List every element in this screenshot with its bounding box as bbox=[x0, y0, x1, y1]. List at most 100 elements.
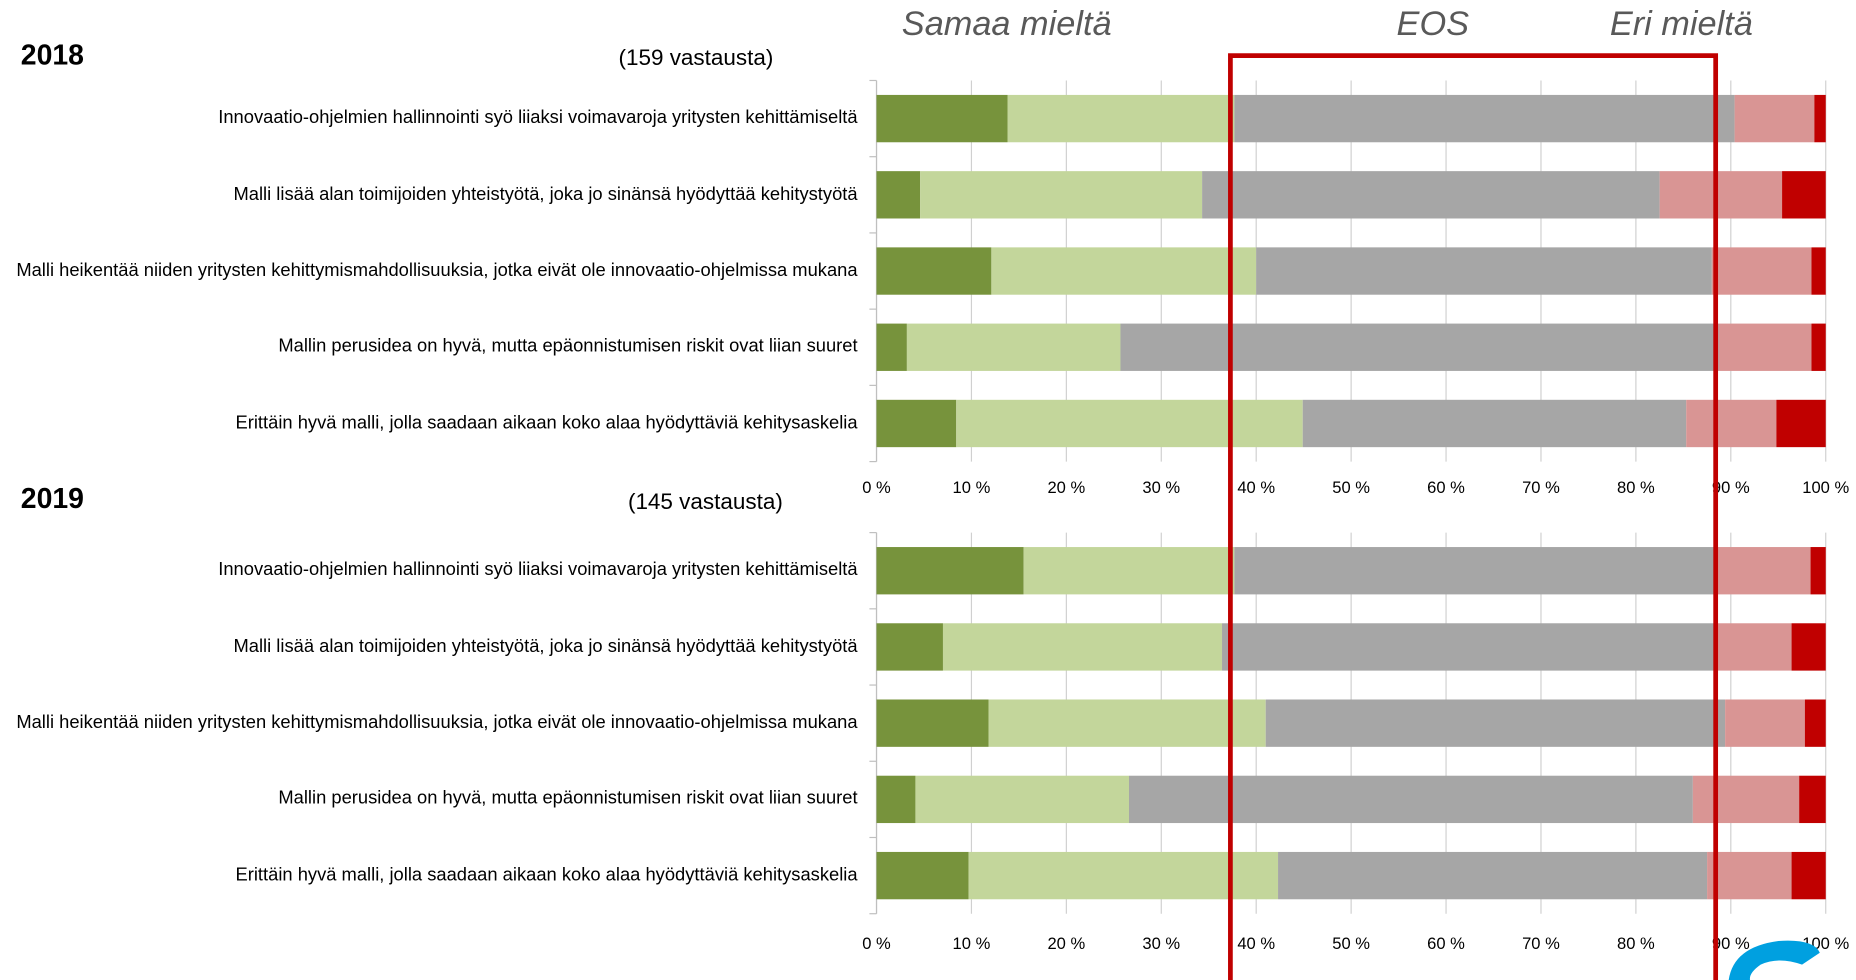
category-label: Innovaatio-ohjelmien hallinnointi syö li… bbox=[218, 107, 858, 128]
category-label: Erittäin hyvä malli, jolla saadaan aikaa… bbox=[235, 864, 858, 885]
bar-segment bbox=[876, 623, 943, 671]
bar-segment bbox=[876, 547, 1024, 595]
bar-segment bbox=[991, 247, 1257, 295]
category-label-wrap: Mallin perusidea on hyvä, mutta epäonnis… bbox=[3, 314, 858, 380]
category-label: Malli lisää alan toimijoiden yhteistyötä… bbox=[233, 636, 858, 657]
x-tick-label: 60 % bbox=[1427, 934, 1465, 953]
x-tick-label: 50 % bbox=[1332, 934, 1370, 953]
bar-segment bbox=[876, 171, 921, 219]
category-label-box: Malli lisää alan toimijoiden yhteistyötä… bbox=[3, 614, 858, 680]
bar-segment bbox=[1692, 775, 1800, 824]
category-label: Malli heikentää niiden yritysten kehitty… bbox=[16, 712, 858, 733]
x-tick-label: 20 % bbox=[1047, 934, 1085, 953]
category-label-wrap: Malli lisää alan toimijoiden yhteistyötä… bbox=[3, 614, 858, 680]
bar-segment bbox=[942, 623, 1223, 671]
category-label-wrap: Innovaatio-ohjelmien hallinnointi syö li… bbox=[3, 538, 858, 604]
bar-segment bbox=[1686, 399, 1777, 448]
x-tick-label: 70 % bbox=[1522, 478, 1560, 497]
annotation: Samaa mieltä bbox=[902, 5, 1112, 43]
category-label: Mallin perusidea on hyvä, mutta epäonnis… bbox=[278, 788, 858, 809]
category-label: Innovaatio-ohjelmien hallinnointi syö li… bbox=[218, 559, 858, 581]
bar-segment bbox=[1811, 323, 1826, 371]
category-label-box: Innovaatio-ohjelmien hallinnointi syö li… bbox=[3, 538, 858, 604]
bar-segment bbox=[1782, 171, 1826, 219]
category-label-box: Innovaatio-ohjelmien hallinnointi syö li… bbox=[3, 85, 858, 151]
bar-segment bbox=[876, 775, 916, 824]
bar-segment bbox=[1791, 623, 1826, 671]
category-label: Mallin perusidea on hyvä, mutta epäonnis… bbox=[278, 336, 858, 357]
chart-subtitle: (159 vastausta) bbox=[618, 45, 773, 70]
bar-segment bbox=[876, 699, 989, 747]
category-label-wrap: Malli heikentää niiden yritysten kehitty… bbox=[3, 690, 858, 756]
x-tick-label: 20 % bbox=[1047, 478, 1085, 497]
bar-segment bbox=[1799, 775, 1826, 824]
category-label-box: Malli lisää alan toimijoiden yhteistyötä… bbox=[3, 162, 858, 228]
logo bbox=[1728, 940, 1820, 980]
chart-subtitle: (145 vastausta) bbox=[628, 489, 783, 514]
bar-segment bbox=[988, 699, 1266, 747]
bar-segment bbox=[1776, 399, 1826, 448]
bar-segment bbox=[1804, 699, 1826, 747]
category-label-wrap: Malli lisää alan toimijoiden yhteistyötä… bbox=[3, 162, 858, 228]
x-tick-label: 70 % bbox=[1522, 934, 1560, 953]
x-tick-label: 80 % bbox=[1617, 934, 1655, 953]
bar-segment bbox=[876, 399, 957, 448]
x-tick-label: 0 % bbox=[862, 934, 891, 953]
bar-segment bbox=[1222, 623, 1716, 671]
bar-segment bbox=[876, 94, 1008, 143]
bar-segment bbox=[906, 323, 1121, 371]
chart-title: 2019 bbox=[21, 483, 84, 515]
x-tick-label: 10 % bbox=[953, 478, 991, 497]
bar-segment bbox=[1810, 547, 1826, 595]
x-tick-label: 40 % bbox=[1237, 934, 1275, 953]
bar-segment bbox=[1707, 851, 1792, 900]
annotation: Eri mieltä bbox=[1610, 5, 1753, 43]
bar-segment bbox=[968, 851, 1279, 900]
x-tick-label: 90 % bbox=[1712, 478, 1750, 497]
x-tick-label: 100 % bbox=[1802, 478, 1849, 497]
bar-segment bbox=[1718, 323, 1812, 371]
bar-segment bbox=[1007, 94, 1235, 143]
category-label-box: Erittäin hyvä malli, jolla saadaan aikaa… bbox=[3, 842, 858, 908]
category-label-wrap: Mallin perusidea on hyvä, mutta epäonnis… bbox=[3, 766, 858, 832]
category-label-box: Malli heikentää niiden yritysten kehitty… bbox=[3, 690, 858, 756]
category-label-box: Mallin perusidea on hyvä, mutta epäonnis… bbox=[3, 314, 858, 380]
category-label: Erittäin hyvä malli, jolla saadaan aikaa… bbox=[235, 412, 858, 433]
x-tick-label: 80 % bbox=[1617, 478, 1655, 497]
bar-segment bbox=[1711, 247, 1812, 295]
bar-segment bbox=[1234, 547, 1716, 595]
x-tick-label: 30 % bbox=[1142, 478, 1180, 497]
category-label-box: Erittäin hyvä malli, jolla saadaan aikaa… bbox=[3, 390, 858, 456]
bar-segment bbox=[1715, 547, 1811, 595]
bar-segment bbox=[1256, 247, 1712, 295]
bar-segment bbox=[1023, 547, 1235, 595]
bar-segment bbox=[1278, 851, 1708, 900]
x-tick-label: 50 % bbox=[1332, 478, 1370, 497]
category-label-wrap: Malli heikentää niiden yritysten kehitty… bbox=[3, 238, 858, 304]
category-label-wrap: Erittäin hyvä malli, jolla saadaan aikaa… bbox=[3, 842, 858, 908]
bar-segment bbox=[876, 851, 969, 900]
highlight-box bbox=[1228, 53, 1719, 980]
annotation: EOS bbox=[1397, 5, 1470, 43]
bar-segment bbox=[915, 775, 1130, 824]
chart-title: 2018 bbox=[21, 39, 84, 71]
x-tick-label: 30 % bbox=[1142, 934, 1180, 953]
bar-segment bbox=[1659, 171, 1783, 219]
bar-segment bbox=[956, 399, 1303, 448]
category-label-wrap: Erittäin hyvä malli, jolla saadaan aikaa… bbox=[3, 390, 858, 456]
bar-segment bbox=[1129, 775, 1693, 824]
bar-segment bbox=[876, 323, 907, 371]
x-tick-label: 60 % bbox=[1427, 478, 1465, 497]
bar-segment bbox=[920, 171, 1203, 219]
category-label: Malli heikentää niiden yritysten kehitty… bbox=[16, 260, 858, 281]
category-label-wrap: Innovaatio-ohjelmien hallinnointi syö li… bbox=[3, 85, 858, 151]
bar-segment bbox=[1234, 94, 1735, 143]
bar-segment bbox=[1814, 94, 1826, 143]
category-label-box: Mallin perusidea on hyvä, mutta epäonnis… bbox=[3, 766, 858, 832]
bar-segment bbox=[1725, 699, 1805, 747]
bar-segment bbox=[1202, 171, 1660, 219]
bar-segment bbox=[1120, 323, 1719, 371]
bar-segment bbox=[1734, 94, 1815, 143]
